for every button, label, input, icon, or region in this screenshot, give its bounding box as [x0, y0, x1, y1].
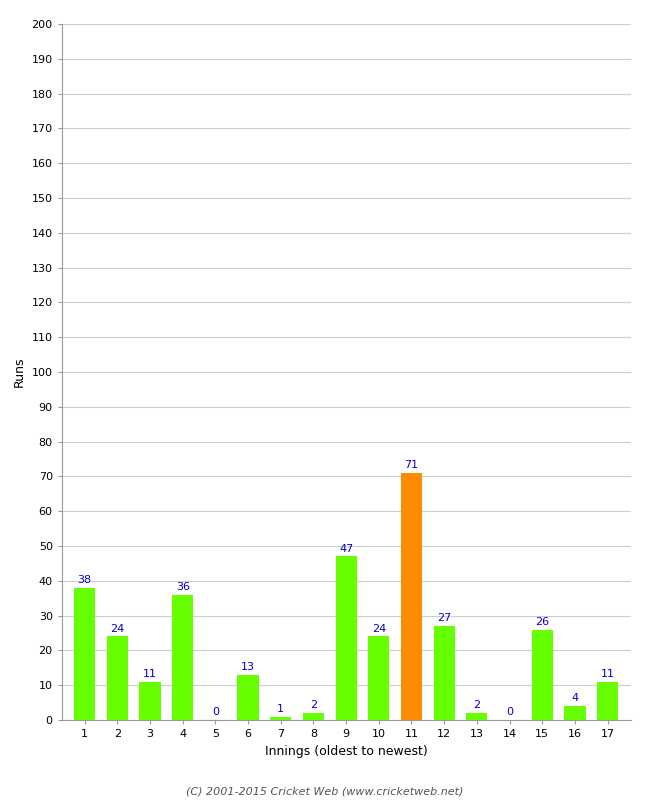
- Bar: [466, 713, 488, 720]
- Bar: [139, 682, 161, 720]
- Bar: [74, 588, 96, 720]
- Bar: [434, 626, 455, 720]
- Text: 4: 4: [571, 694, 578, 703]
- Text: 24: 24: [111, 624, 124, 634]
- Text: 0: 0: [506, 707, 513, 718]
- Text: 11: 11: [143, 669, 157, 679]
- Text: 0: 0: [212, 707, 219, 718]
- Y-axis label: Runs: Runs: [13, 357, 26, 387]
- Text: 2: 2: [310, 700, 317, 710]
- Bar: [368, 637, 389, 720]
- X-axis label: Innings (oldest to newest): Innings (oldest to newest): [265, 745, 428, 758]
- Bar: [237, 674, 259, 720]
- Text: 26: 26: [535, 617, 549, 626]
- Text: 47: 47: [339, 544, 353, 554]
- Text: 11: 11: [601, 669, 615, 679]
- Bar: [597, 682, 618, 720]
- Bar: [564, 706, 586, 720]
- Bar: [172, 594, 193, 720]
- Bar: [401, 473, 422, 720]
- Text: 27: 27: [437, 614, 451, 623]
- Bar: [303, 713, 324, 720]
- Text: 13: 13: [241, 662, 255, 672]
- Text: 71: 71: [404, 460, 419, 470]
- Text: 24: 24: [372, 624, 386, 634]
- Text: 1: 1: [278, 704, 284, 714]
- Bar: [270, 717, 291, 720]
- Text: 38: 38: [77, 575, 92, 585]
- Text: 2: 2: [473, 700, 480, 710]
- Bar: [107, 637, 128, 720]
- Text: 36: 36: [176, 582, 190, 592]
- Bar: [335, 557, 357, 720]
- Text: (C) 2001-2015 Cricket Web (www.cricketweb.net): (C) 2001-2015 Cricket Web (www.cricketwe…: [187, 786, 463, 796]
- Bar: [532, 630, 553, 720]
